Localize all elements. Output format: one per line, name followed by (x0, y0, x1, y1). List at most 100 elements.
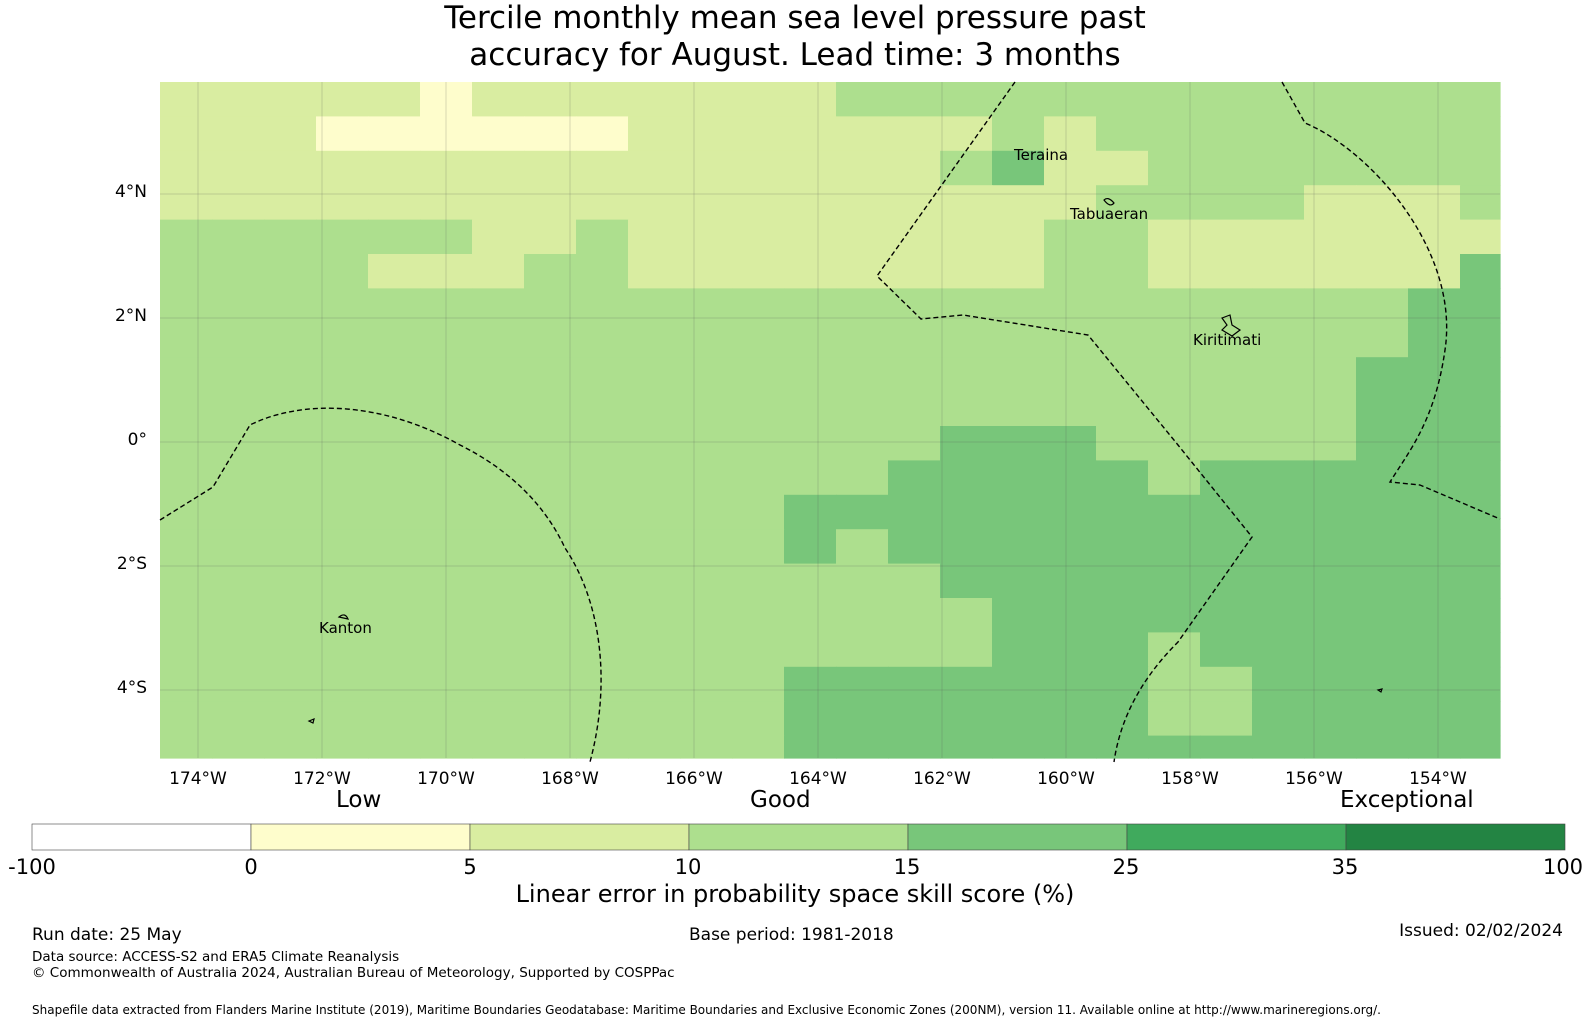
small-island-1 (307, 718, 315, 724)
grid-cell (1460, 632, 1501, 668)
grid-cell (264, 185, 317, 221)
grid-cell (1460, 150, 1501, 186)
grid-cell (628, 82, 681, 117)
grid-cell (420, 185, 473, 221)
grid-cell (160, 150, 213, 186)
grid-cell (1304, 219, 1357, 255)
grid-cell (1200, 82, 1253, 117)
grid-cell (316, 82, 369, 117)
grid-cell (628, 185, 681, 221)
grid-cell (836, 529, 889, 565)
grid-cell (1044, 357, 1097, 393)
grid-cell (472, 82, 525, 117)
grid-cell (576, 254, 629, 289)
grid-cell (1044, 254, 1097, 289)
grid-cell (1304, 391, 1357, 427)
grid-cell (264, 529, 317, 565)
colorbar-segment (907, 823, 1128, 851)
grid-cell (1044, 426, 1097, 461)
grid-cell (1408, 529, 1461, 565)
grid-cell (1460, 563, 1501, 599)
grid-cell (160, 529, 213, 565)
grid-cell (992, 494, 1045, 530)
grid-cell (992, 632, 1045, 668)
grid-cell (992, 288, 1045, 324)
grid-cell (628, 701, 681, 737)
grid-cell (212, 322, 265, 358)
grid-cell (160, 598, 213, 633)
grid-cell (836, 150, 889, 186)
grid-cell (888, 322, 941, 358)
grid-cell (420, 598, 473, 633)
grid-cell (732, 666, 785, 702)
grid-cell (576, 632, 629, 668)
grid-cell (576, 288, 629, 324)
grid-cell (784, 598, 837, 633)
grid-cell (1148, 116, 1201, 152)
grid-cell (1096, 426, 1149, 461)
grid-cell (888, 219, 941, 255)
grid-cell (420, 494, 473, 530)
grid-cell (888, 598, 941, 633)
grid-cell (784, 391, 837, 427)
eez-boundaries (159, 81, 1501, 763)
grid-cell (264, 494, 317, 530)
grid-cell (368, 219, 421, 255)
grid-cell (1044, 82, 1097, 117)
grid-cell (784, 666, 837, 702)
grid-cell (1408, 494, 1461, 530)
grid-cell (1460, 701, 1501, 737)
grid-cell (420, 563, 473, 599)
grid-cell (784, 82, 837, 117)
place-label-kanton: Kanton (319, 619, 372, 637)
grid-cell (1096, 632, 1149, 668)
grid-cell (368, 254, 421, 289)
grid-cell (940, 288, 993, 324)
grid-cell (732, 598, 785, 633)
grid-cell (316, 219, 369, 255)
grid-cell (1252, 391, 1305, 427)
grid-cell (472, 254, 525, 289)
grid-cell (732, 391, 785, 427)
grid-cell (628, 322, 681, 358)
grid-cell (888, 666, 941, 702)
grid-cell (732, 460, 785, 496)
grid-cell (888, 254, 941, 289)
grid-cell (1356, 219, 1409, 255)
grid-cell (1460, 735, 1501, 759)
grid-cell (1408, 666, 1461, 702)
grid-cell (1148, 150, 1201, 186)
colorbar-tick-15: 15 (893, 855, 921, 879)
grid-cell (368, 357, 421, 393)
grid-cell (212, 494, 265, 530)
grid-cell (420, 254, 473, 289)
grid-cell (264, 116, 317, 152)
grid-cell (1408, 185, 1461, 221)
grid-cell (1096, 529, 1149, 565)
grid-cell (628, 357, 681, 393)
grid-cell (1460, 288, 1501, 324)
lon-tick-158w: 158°W (1161, 769, 1219, 789)
grid-cell (576, 494, 629, 530)
grid-cell (1252, 82, 1305, 117)
grid-cell (1252, 632, 1305, 668)
category-low: Low (336, 787, 382, 813)
grid-cell (732, 426, 785, 461)
grid-cell (576, 391, 629, 427)
grid-cell (212, 391, 265, 427)
grid-cell (1408, 322, 1461, 358)
grid-cell (1044, 322, 1097, 358)
category-exceptional: Exceptional (1340, 787, 1474, 813)
grid-cell (1200, 288, 1253, 324)
grid-cell (732, 82, 785, 117)
grid-cell (1044, 563, 1097, 599)
grid-cell (836, 598, 889, 633)
grid-cell (1148, 322, 1201, 358)
colorbar-segment (31, 823, 252, 851)
grid-cell (888, 460, 941, 496)
grid-cell (628, 529, 681, 565)
grid-cell (1304, 701, 1357, 737)
grid-cell (992, 701, 1045, 737)
colorbar-tick-10: 10 (674, 855, 702, 879)
